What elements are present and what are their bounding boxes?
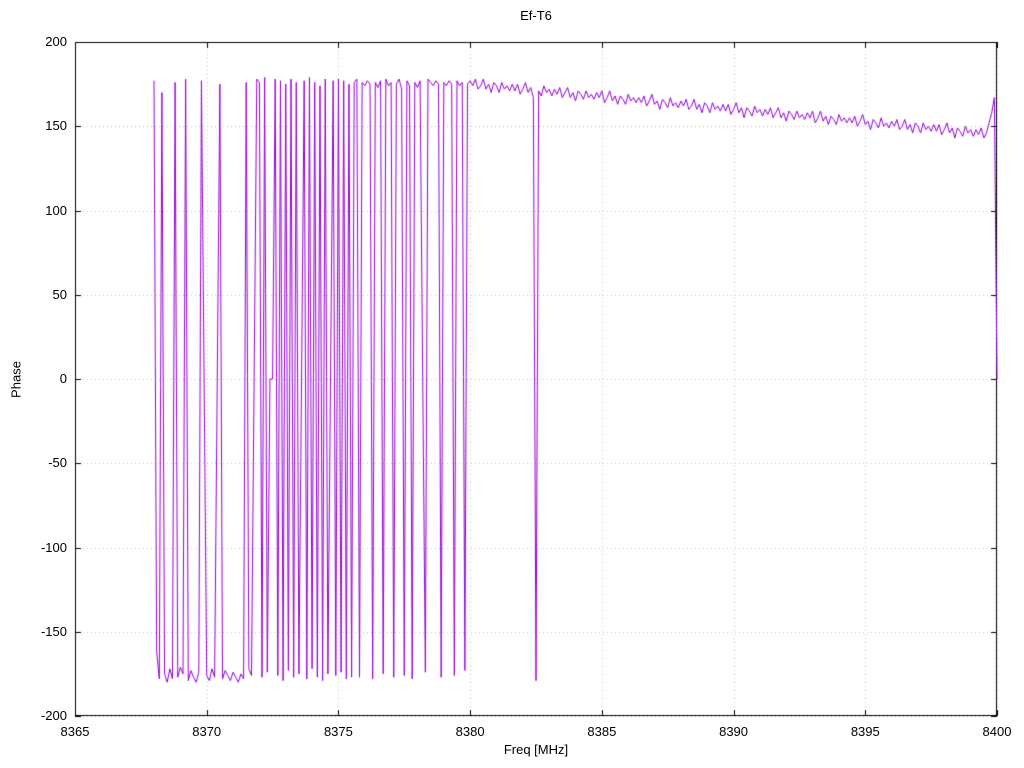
- x-tick-label: 8395: [850, 724, 880, 739]
- x-tick-label: 8375: [323, 724, 353, 739]
- x-tick-label: 8385: [587, 724, 617, 739]
- y-tick-label: 150: [45, 118, 67, 134]
- y-tick-label: 100: [45, 202, 67, 218]
- x-tick-label: 8390: [719, 724, 749, 739]
- chart-title: Ef-T6: [520, 8, 552, 23]
- x-tick-label: 8370: [192, 724, 222, 739]
- y-tick-label: -100: [40, 539, 67, 555]
- y-tick-label: 200: [45, 34, 67, 49]
- x-tick-label: 8400: [982, 724, 1012, 739]
- y-tick-label: -200: [40, 708, 67, 723]
- y-tick-label: -50: [48, 455, 67, 471]
- y-tick-label: -150: [40, 623, 67, 639]
- x-tick-label: 8380: [455, 724, 485, 739]
- x-tick-label: 8365: [60, 724, 90, 739]
- x-axis-label: Freq [MHz]: [503, 742, 569, 757]
- y-tick-label: 0: [59, 371, 67, 386]
- y-tick-label: 50: [52, 286, 67, 302]
